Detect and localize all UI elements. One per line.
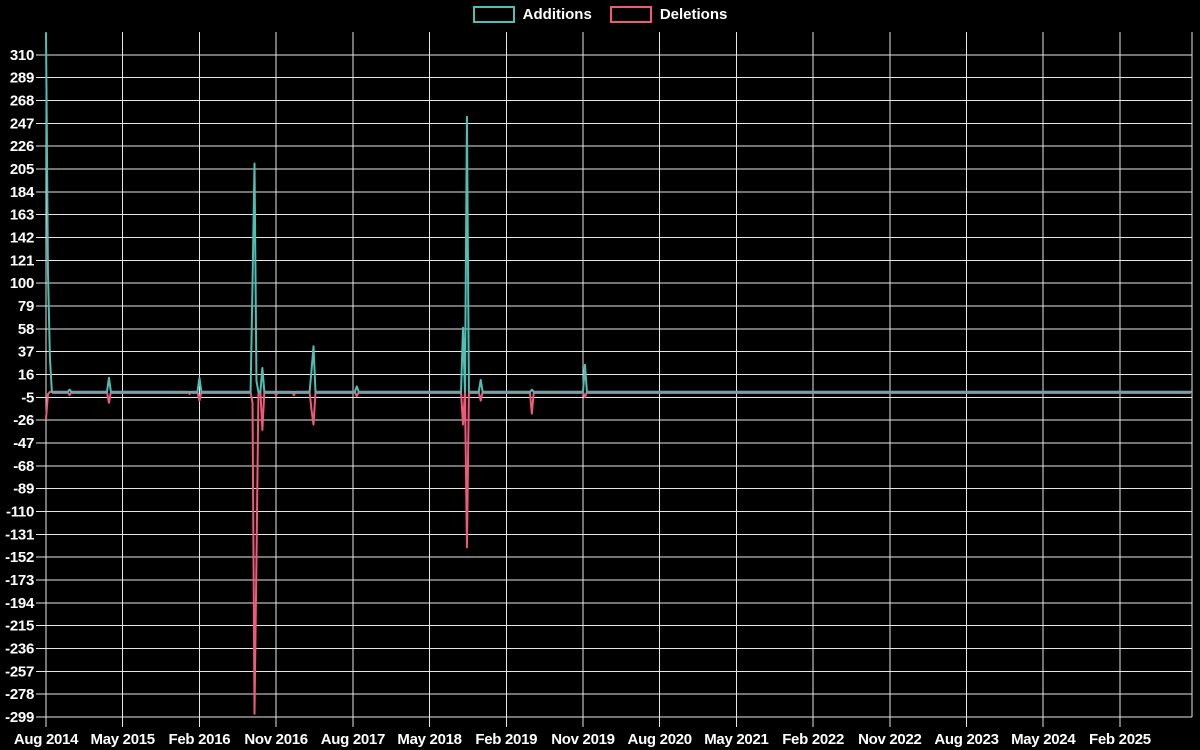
y-tick-label: 247 [10, 115, 34, 132]
deletions-swatch-icon [609, 6, 652, 23]
x-tick-label: Nov 2019 [551, 731, 614, 748]
x-tick-label: May 2021 [704, 731, 768, 748]
x-tick-label: Aug 2023 [934, 731, 998, 748]
x-tick-label: Aug 2020 [628, 731, 692, 748]
y-tick-label: -5 [21, 389, 34, 406]
y-tick-label: -278 [5, 686, 34, 703]
legend-label-additions: Additions [522, 6, 592, 23]
y-tick-label: 205 [10, 161, 34, 178]
y-tick-label: -194 [5, 595, 35, 612]
x-tick-label: Nov 2016 [244, 731, 307, 748]
x-tick-label: Aug 2017 [321, 731, 385, 748]
legend-item-additions[interactable]: Additions [472, 6, 592, 23]
deletions-line [45, 390, 1192, 715]
x-tick-label: Feb 2019 [475, 731, 537, 748]
y-tick-label: -152 [5, 549, 34, 566]
y-tick-label: -68 [13, 458, 34, 475]
y-tick-label: 79 [18, 298, 34, 315]
chart-legend: Additions Deletions [0, 6, 1200, 23]
y-tick-label: 163 [10, 207, 34, 224]
y-tick-label: -215 [5, 618, 34, 635]
x-tick-label: May 2015 [91, 731, 155, 748]
y-tick-label: 226 [10, 138, 34, 155]
additions-swatch-icon [472, 6, 515, 23]
legend-label-deletions: Deletions [659, 6, 728, 23]
y-tick-label: 142 [10, 230, 34, 247]
y-tick-label: -26 [13, 412, 34, 429]
x-tick-label: Feb 2022 [782, 731, 844, 748]
y-tick-label: 100 [10, 275, 34, 292]
y-tick-label: 37 [18, 344, 34, 361]
additions-line [45, 32, 1192, 393]
y-tick-label: -110 [6, 504, 34, 521]
y-tick-label: -173 [5, 572, 34, 589]
x-tick-label: Feb 2016 [169, 731, 231, 748]
x-tick-label: Aug 2014 [14, 731, 79, 748]
y-tick-label: 289 [10, 70, 34, 87]
y-tick-label: -236 [5, 641, 34, 658]
y-tick-label: 268 [10, 93, 34, 110]
y-tick-label: 58 [18, 321, 34, 338]
y-tick-label: -299 [5, 709, 34, 726]
y-tick-label: 310 [10, 47, 34, 64]
y-tick-label: -257 [5, 663, 34, 680]
y-tick-label: 121 [10, 252, 34, 269]
y-tick-label: -47 [13, 435, 34, 452]
y-tick-label: -131 [5, 526, 34, 543]
legend-item-deletions[interactable]: Deletions [609, 6, 728, 23]
x-tick-label: May 2024 [1011, 731, 1076, 748]
x-tick-label: Feb 2025 [1089, 731, 1151, 748]
y-tick-label: 184 [10, 184, 35, 201]
x-tick-label: May 2018 [397, 731, 461, 748]
x-tick-label: Nov 2022 [858, 731, 921, 748]
y-tick-label: -89 [13, 481, 34, 498]
y-tick-label: 16 [18, 367, 34, 384]
